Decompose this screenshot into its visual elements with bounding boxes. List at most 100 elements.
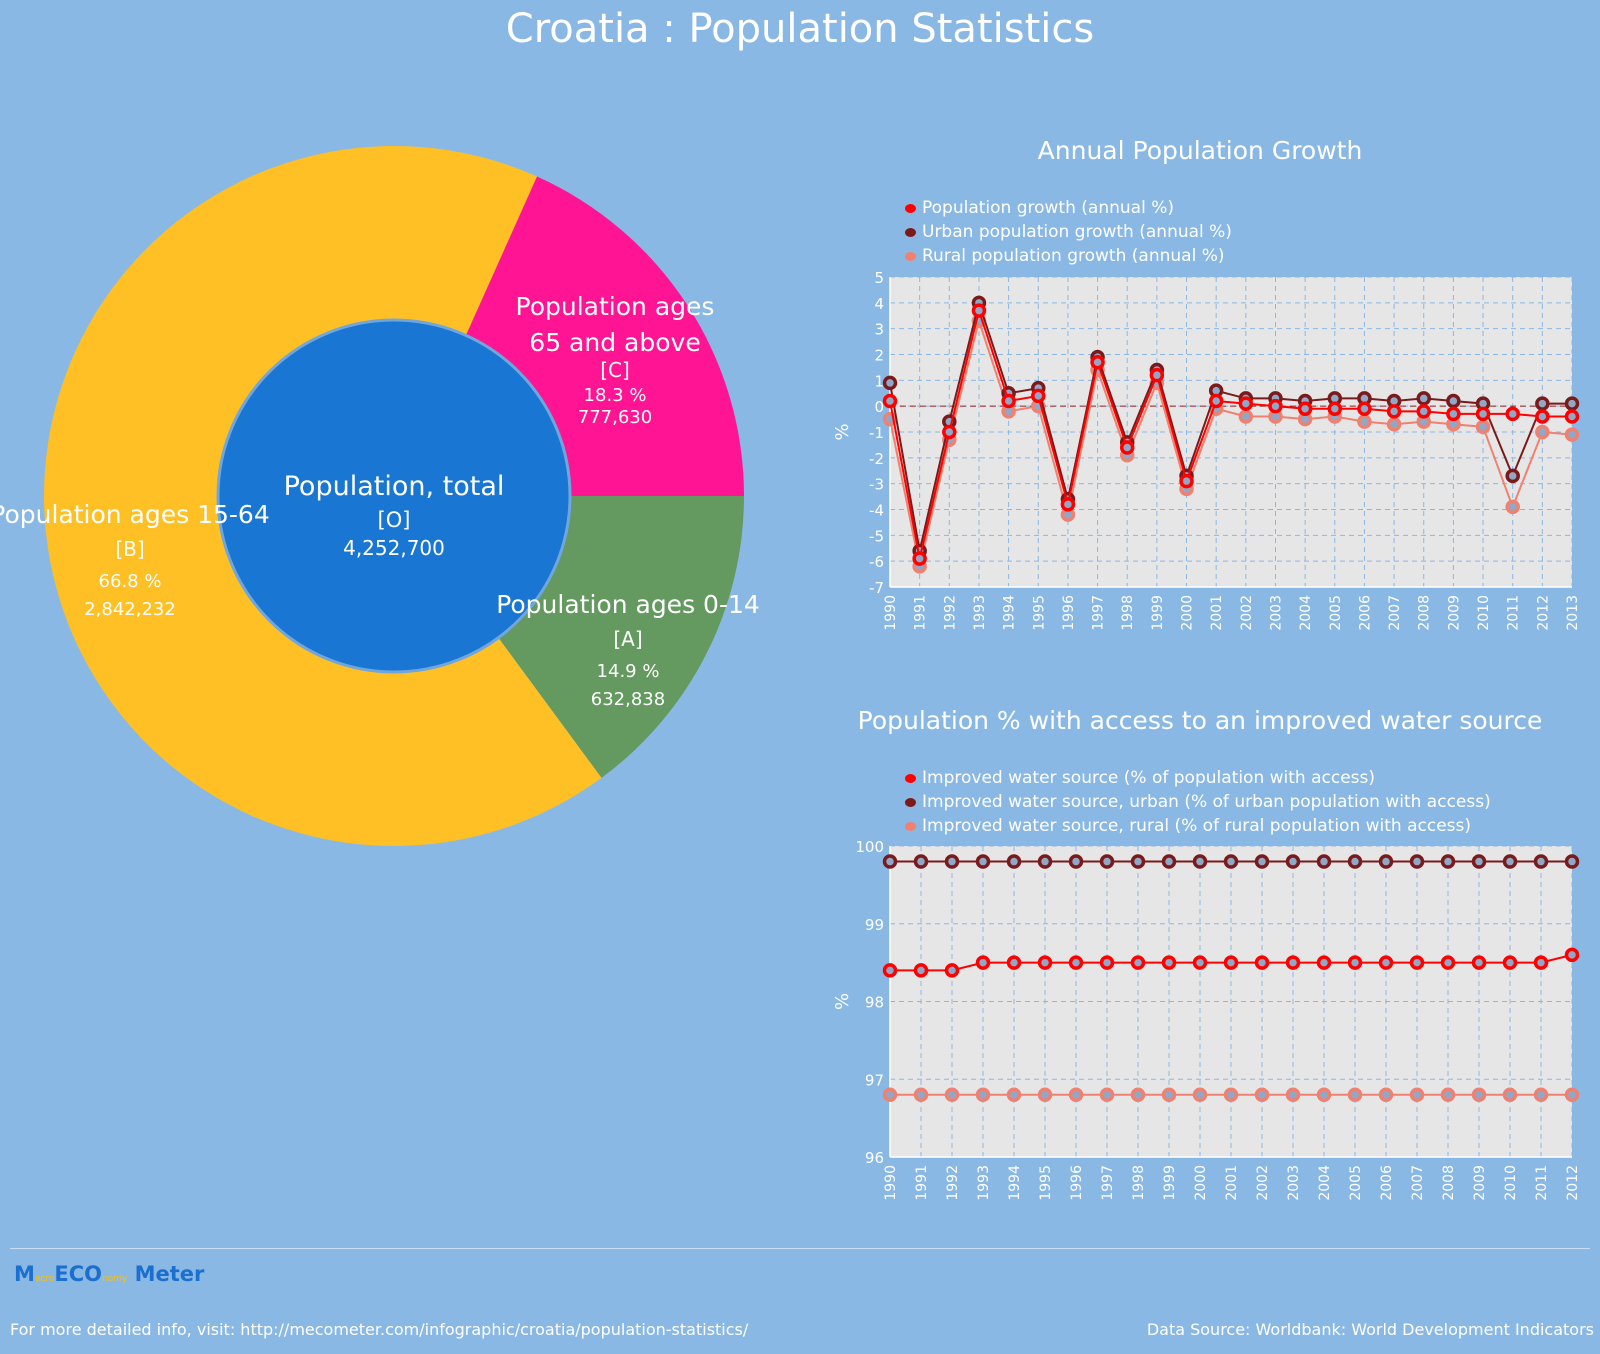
data-point (1386, 404, 1402, 419)
y-tick-label: 97 (865, 1071, 884, 1089)
data-point (1347, 854, 1363, 869)
x-tick-label: 1998 (1120, 595, 1136, 631)
data-point (942, 424, 957, 440)
data-point (1149, 367, 1165, 383)
slice-label-code: [A] (613, 627, 642, 651)
y-axis-label: % (832, 993, 853, 1010)
slice-label-name: Population ages (516, 292, 715, 321)
footer-info-link[interactable]: For more detailed info, visit: http://me… (10, 1320, 749, 1339)
data-point (1268, 398, 1283, 414)
data-point (1564, 854, 1580, 869)
data-point (1505, 406, 1520, 422)
x-tick-label: 1991 (913, 595, 929, 631)
x-tick-label: 2012 (1565, 1165, 1581, 1201)
data-point (1471, 955, 1487, 970)
center-label-code: [O] (378, 508, 411, 532)
y-tick-label: 100 (855, 838, 884, 856)
data-point (1254, 854, 1270, 869)
data-point (1068, 854, 1084, 869)
data-point (1564, 409, 1580, 424)
x-tick-label: 2008 (1417, 595, 1433, 631)
slice-label-percent: 18.3 % (584, 385, 647, 406)
x-tick-label: 1997 (1100, 1165, 1116, 1201)
y-tick-label: 96 (865, 1149, 884, 1167)
x-tick-label: 1993 (976, 1165, 992, 1201)
data-point (1037, 955, 1053, 970)
legend-item: Improved water source, urban (% of urban… (905, 790, 1491, 814)
x-tick-label: 2010 (1476, 595, 1492, 631)
growth-legend: Population growth (annual %) Urban popul… (905, 196, 1232, 268)
data-point (1037, 854, 1053, 869)
data-point (1357, 401, 1372, 416)
data-point (1564, 396, 1580, 411)
x-tick-label: 2002 (1255, 1165, 1271, 1201)
x-tick-label: 1995 (1038, 1165, 1054, 1201)
x-tick-label: 2003 (1286, 1165, 1302, 1201)
y-tick-label: -1 (869, 424, 884, 442)
data-point (1446, 393, 1461, 409)
y-tick-label: -3 (869, 476, 884, 494)
data-point (1386, 417, 1402, 432)
data-point (1238, 396, 1254, 411)
legend-label: Population growth (annual %) (922, 198, 1174, 218)
data-point (1533, 854, 1549, 869)
legend-swatch (905, 251, 916, 261)
data-point (1327, 401, 1343, 416)
x-tick-label: 2010 (1503, 1165, 1519, 1201)
data-point (1416, 404, 1431, 419)
data-point (1502, 1087, 1518, 1103)
data-point (1564, 427, 1580, 442)
legend-label: Improved water source, urban (% of urban… (922, 792, 1491, 812)
y-tick-label: 3 (874, 321, 884, 339)
slice-label-value: 777,630 (578, 407, 652, 428)
data-point (1297, 401, 1313, 416)
x-tick-label: 2005 (1348, 1165, 1364, 1201)
data-point (1254, 955, 1270, 970)
x-tick-label: 2011 (1506, 595, 1522, 631)
data-point (882, 375, 898, 391)
slice-label-value: 632,838 (591, 689, 665, 710)
data-point (1090, 355, 1105, 370)
y-tick-label: 1 (874, 372, 884, 390)
legend-item: Population growth (annual %) (905, 196, 1232, 220)
data-point (1316, 955, 1332, 970)
data-point (1533, 1087, 1549, 1103)
data-point (1223, 854, 1239, 869)
data-point (1285, 854, 1301, 869)
legend-label: Urban population growth (annual %) (922, 222, 1232, 242)
data-point (1564, 947, 1580, 963)
x-tick-label: 1999 (1150, 595, 1166, 631)
x-tick-label: 2013 (1565, 595, 1581, 631)
data-point (1223, 955, 1239, 970)
data-point (971, 303, 987, 318)
data-point (1316, 854, 1332, 869)
legend-swatch (905, 773, 916, 783)
data-point (1099, 1087, 1115, 1103)
data-point (1502, 955, 1518, 970)
slice-label-code: [B] (115, 537, 144, 561)
x-tick-label: 1994 (1007, 1165, 1023, 1201)
data-point (1475, 406, 1491, 422)
data-point (1409, 955, 1425, 970)
data-point (882, 393, 898, 409)
data-point (1505, 499, 1520, 515)
data-point (1192, 955, 1208, 970)
slice-label-percent: 66.8 % (99, 571, 162, 592)
data-point (913, 1087, 929, 1103)
slice-label-name: Population ages 0-14 (496, 590, 760, 619)
mecometer-logo[interactable]: MacroECOnomy Meter (14, 1262, 205, 1286)
footer-data-source: Data Source: Worldbank: World Developmen… (1146, 1320, 1594, 1339)
x-tick-label: 1996 (1069, 1165, 1085, 1201)
data-point (1001, 393, 1016, 409)
x-tick-label: 2011 (1534, 1165, 1550, 1201)
data-point (913, 963, 929, 978)
data-point (1161, 854, 1177, 869)
data-point (1409, 1087, 1425, 1103)
y-tick-label: -5 (869, 527, 884, 545)
data-point (1357, 414, 1372, 429)
x-tick-label: 1998 (1131, 1165, 1147, 1201)
data-point (1471, 1087, 1487, 1103)
data-point (1192, 854, 1208, 869)
slice-label-name: 65 and above (529, 328, 700, 357)
data-point (1006, 955, 1022, 970)
